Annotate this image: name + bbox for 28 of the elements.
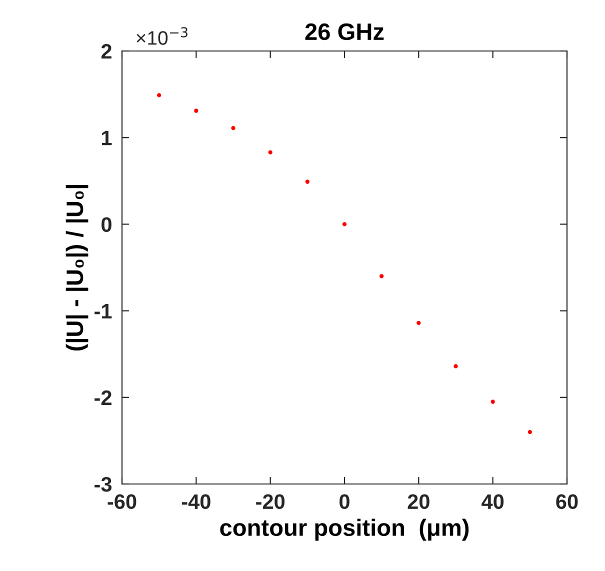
point (490, 400, 495, 404)
point (157, 93, 162, 98)
y-tick-label: -3 (94, 477, 112, 492)
y-tick-label: -2 (94, 390, 112, 405)
point (454, 364, 458, 368)
point (380, 274, 384, 278)
text: ×10$^{−3}$ (136, 27, 188, 45)
chart-title: 26 GHz (305, 23, 384, 40)
x-tick-label: 60 (556, 494, 578, 510)
point (268, 150, 272, 154)
point (305, 180, 310, 184)
y-tick-label: 0 (102, 217, 112, 232)
x-tick-label: 20 (408, 494, 430, 510)
x-tick-label: 40 (482, 494, 504, 510)
y-tick-label: -1 (94, 304, 112, 318)
x-tick-label: -40 (182, 494, 210, 510)
point (342, 222, 347, 226)
y-axis-title: (|U| - |U₀|) / |U₀| (66, 185, 88, 351)
y-tick-label: 1 (102, 130, 112, 146)
point (231, 126, 236, 130)
x-tick-label: -20 (256, 494, 285, 510)
x-axis-title: contour position (μm) (220, 518, 469, 541)
point (194, 108, 198, 113)
y-tick-label: 2 (101, 44, 112, 59)
x-tick-label: -60 (108, 494, 136, 510)
point (528, 430, 532, 434)
point (416, 320, 421, 326)
x-tick-label: 0 (340, 494, 350, 510)
